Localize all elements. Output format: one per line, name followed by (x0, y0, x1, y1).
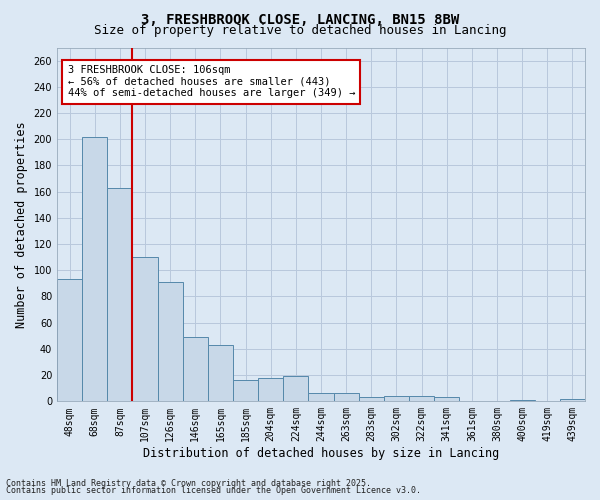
Text: Contains public sector information licensed under the Open Government Licence v3: Contains public sector information licen… (6, 486, 421, 495)
Bar (409, 396, 434, 402)
Bar (208, 345, 233, 402)
Text: 3, FRESHBROOK CLOSE, LANCING, BN15 8BW: 3, FRESHBROOK CLOSE, LANCING, BN15 8BW (141, 12, 459, 26)
Bar (133, 257, 158, 402)
Text: 3 FRESHBROOK CLOSE: 106sqm
← 56% of detached houses are smaller (443)
44% of sem: 3 FRESHBROOK CLOSE: 106sqm ← 56% of deta… (68, 65, 355, 98)
Text: Contains HM Land Registry data © Crown copyright and database right 2025.: Contains HM Land Registry data © Crown c… (6, 478, 371, 488)
Bar (434, 398, 459, 402)
X-axis label: Distribution of detached houses by size in Lancing: Distribution of detached houses by size … (143, 447, 499, 460)
Bar (233, 380, 258, 402)
Bar (509, 400, 535, 402)
Bar (308, 394, 334, 402)
Bar (560, 398, 585, 402)
Bar (183, 337, 208, 402)
Bar (57, 280, 82, 402)
Bar (82, 136, 107, 402)
Bar (334, 394, 359, 402)
Bar (283, 376, 308, 402)
Bar (107, 188, 133, 402)
Text: Size of property relative to detached houses in Lancing: Size of property relative to detached ho… (94, 24, 506, 37)
Bar (359, 398, 384, 402)
Bar (258, 378, 283, 402)
Bar (158, 282, 183, 402)
Bar (384, 396, 409, 402)
Y-axis label: Number of detached properties: Number of detached properties (15, 121, 28, 328)
